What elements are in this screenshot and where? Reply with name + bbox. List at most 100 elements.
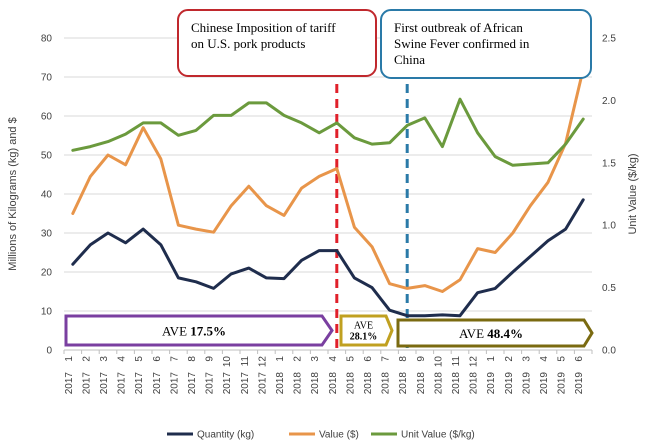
- x-tick-year: 2018: [433, 372, 444, 395]
- x-tick-label: 10 2017: [222, 356, 233, 395]
- x-tick-year: 2017: [169, 372, 180, 395]
- x-tick-year: 2018: [416, 372, 427, 395]
- x-tick-year: 2018: [293, 372, 304, 395]
- x-tick-label: 12 2018: [469, 356, 480, 395]
- x-tick-label: 2 2017: [81, 356, 92, 395]
- series-line: [71, 198, 585, 318]
- period-text: AVE 48.4%: [459, 326, 523, 341]
- x-tick-label: 12 2017: [257, 356, 268, 395]
- x-tick-year: 2019: [557, 372, 568, 395]
- left-axis-ticks: 0 10 20 30 40 50 60 70 80: [41, 34, 53, 357]
- x-tick-year: 2018: [469, 372, 480, 395]
- event-callout-box: [177, 9, 377, 77]
- x-tick-month: 12: [469, 356, 480, 368]
- x-tick-label: 2 2018: [293, 356, 304, 395]
- x-tick-label: 11 2018: [451, 356, 462, 395]
- x-tick-label: 9 2017: [205, 356, 216, 395]
- x-tick-label: 5 2017: [134, 356, 145, 395]
- x-tick-year: 2018: [328, 372, 339, 395]
- x-tick-month: 3: [310, 356, 321, 362]
- x-tick-month: 11: [451, 356, 462, 367]
- period-value: 28.1%: [350, 332, 378, 343]
- event-callout-text: China: [394, 52, 425, 67]
- x-tick-year: 2018: [310, 372, 321, 395]
- gridlines: [64, 37, 592, 312]
- x-tick-month: 1: [486, 356, 497, 362]
- x-tick-year: 2017: [64, 372, 75, 395]
- x-tick-year: 2017: [99, 372, 110, 395]
- y-right-axis-title: Unit Value ($/kg): [627, 153, 639, 234]
- period-value: 48.4%: [487, 326, 523, 341]
- x-tick-label: 8 2017: [187, 356, 198, 395]
- x-tick-month: 10: [433, 356, 444, 368]
- x-tick-month: 6: [574, 356, 585, 362]
- x-tick-year: 2017: [117, 372, 128, 395]
- x-tick-label: 8 2018: [398, 356, 409, 395]
- x-tick-label: 3 2017: [99, 356, 110, 395]
- x-tick-month: 2: [293, 356, 304, 362]
- period-text: AVE 17.5%: [162, 324, 226, 339]
- x-tick-year: 2019: [504, 372, 515, 395]
- y-right-tick-label: 2.5: [602, 34, 616, 45]
- y-left-tick-label: 70: [41, 73, 53, 84]
- x-tick-label: 7 2018: [381, 356, 392, 395]
- x-tick-month: 1: [64, 356, 75, 362]
- period-label: AVE: [162, 324, 190, 339]
- x-tick-label: 1 2017: [64, 356, 75, 395]
- x-tick-year: 2018: [275, 372, 286, 395]
- x-tick-label: 4 2018: [328, 356, 339, 395]
- x-tick-label: 7 2017: [169, 356, 180, 395]
- x-tick-month: 4: [539, 356, 550, 362]
- series-line: [71, 97, 585, 167]
- x-tick-label: 11 2017: [240, 356, 251, 395]
- x-tick-month: 7: [169, 356, 180, 362]
- x-tick-label: 5 2018: [345, 356, 356, 395]
- x-axis-ticks: 1 2017 2 2017 3 2017 4 2017 5 2017 6 2017 7 2017 8 2017…: [63, 350, 593, 395]
- x-tick-year: 2017: [222, 372, 233, 395]
- x-tick-month: 4: [328, 356, 339, 362]
- y-right-tick-label: 1.5: [602, 158, 616, 169]
- x-tick-label: 6 2019: [574, 356, 585, 395]
- x-tick-year: 2018: [345, 372, 356, 395]
- x-tick-year: 2019: [574, 372, 585, 395]
- x-tick-month: 2: [81, 356, 92, 362]
- x-tick-month: 6: [152, 356, 163, 362]
- x-tick-month: 9: [416, 356, 427, 362]
- x-tick-month: 5: [345, 356, 356, 362]
- x-tick-label: 6 2018: [363, 356, 374, 395]
- x-tick-year: 2019: [521, 372, 532, 395]
- period-value: 17.5%: [190, 324, 226, 339]
- legend-label: Value ($): [319, 430, 359, 441]
- x-tick-year: 2018: [363, 372, 374, 395]
- y-right-tick-label: 0.5: [602, 283, 616, 294]
- y-left-tick-label: 10: [41, 307, 53, 318]
- series-line: [71, 67, 585, 293]
- x-tick-label: 1 2019: [486, 356, 497, 395]
- y-left-tick-label: 30: [41, 229, 53, 240]
- x-tick-label: 6 2017: [152, 356, 163, 395]
- y-left-axis-title: Millions of Kilograms (kg) and $: [7, 117, 19, 270]
- period-arrow: [339, 314, 394, 347]
- x-tick-month: 2: [504, 356, 515, 362]
- legend: Quantity (kg) Value ($) Unit Value ($/kg): [167, 430, 475, 441]
- period-arrow: [396, 318, 594, 348]
- right-axis-ticks: 0.0 0.5 1.0 1.5 2.0 2.5: [602, 34, 616, 357]
- event-lines: [335, 84, 409, 350]
- x-tick-month: 5: [134, 356, 145, 362]
- period-label: AVE: [354, 321, 373, 332]
- x-tick-month: 11: [240, 356, 251, 367]
- x-tick-month: 1: [275, 356, 286, 362]
- y-left-tick-label: 0: [46, 346, 52, 357]
- y-left-tick-label: 80: [41, 34, 53, 45]
- x-tick-label: 9 2018: [416, 356, 427, 395]
- series-lines: [71, 67, 585, 318]
- x-tick-year: 2017: [134, 372, 145, 395]
- period-label: AVE: [459, 326, 487, 341]
- x-tick-month: 6: [363, 356, 374, 362]
- y-left-tick-label: 50: [41, 151, 53, 162]
- x-tick-month: 10: [222, 356, 233, 368]
- x-tick-month: 8: [398, 356, 409, 362]
